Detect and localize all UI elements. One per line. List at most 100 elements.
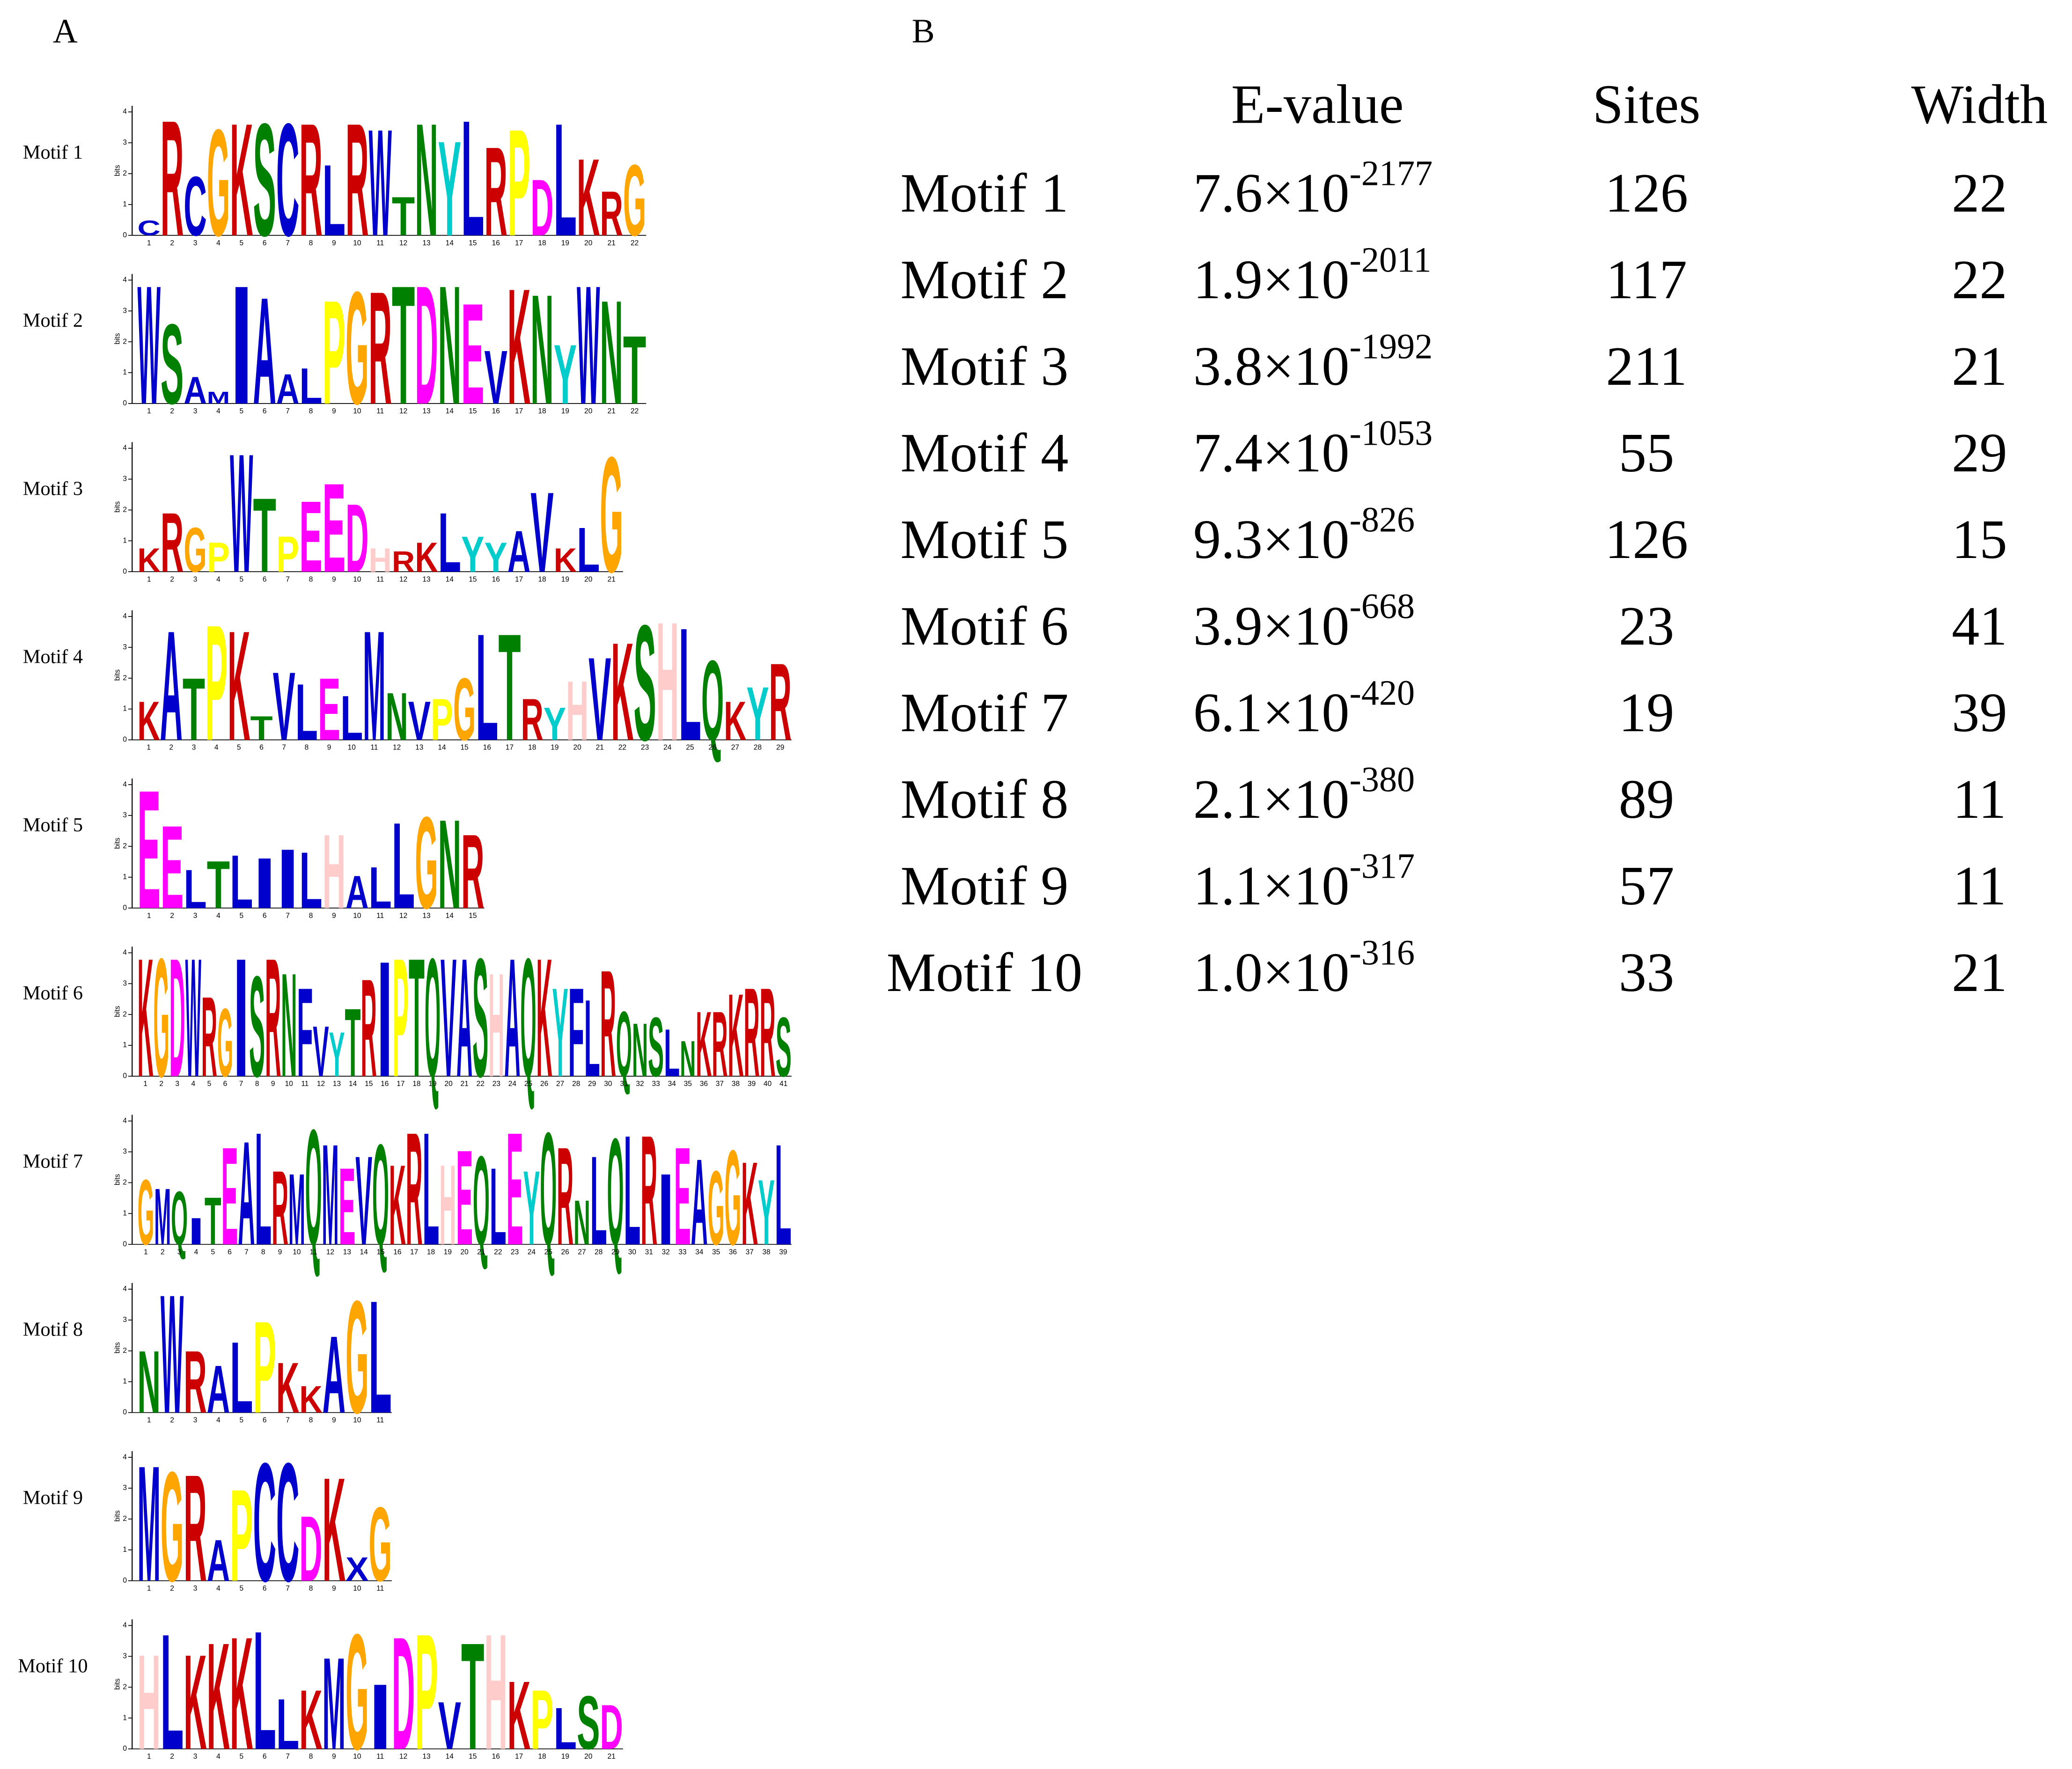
logo-letter: R bbox=[760, 962, 776, 1103]
logo-letter: K bbox=[724, 690, 746, 752]
position-label: 19 bbox=[561, 1753, 569, 1761]
logo-letter: V bbox=[408, 690, 431, 752]
y-tick-label: 2 bbox=[123, 169, 127, 177]
logo-letter: R bbox=[640, 1103, 657, 1277]
sites: 33 bbox=[1619, 941, 1675, 1003]
logo-letter: N bbox=[680, 1030, 696, 1087]
logo-letter: S bbox=[634, 590, 656, 775]
motif-name: Motif 10 bbox=[887, 941, 1082, 1003]
position-label: 3 bbox=[193, 1585, 198, 1593]
position-label: 9 bbox=[332, 575, 336, 583]
logo-letter: E bbox=[318, 660, 340, 759]
position-label: 4 bbox=[216, 1753, 220, 1761]
position-label: 8 bbox=[309, 239, 313, 247]
e-value-mantissa: 7.6×10 bbox=[1193, 162, 1350, 224]
logo-letter: E bbox=[461, 274, 484, 435]
logo-letter: P bbox=[431, 687, 453, 753]
position-label: 1 bbox=[143, 1080, 147, 1088]
logo-letter: P bbox=[323, 270, 345, 435]
y-tick-label: 4 bbox=[123, 1622, 127, 1630]
position-label: 17 bbox=[410, 1248, 418, 1256]
logo-letter: V bbox=[355, 1130, 372, 1272]
position-label: 18 bbox=[412, 1080, 420, 1088]
position-label: 11 bbox=[310, 1248, 317, 1256]
position-label: 5 bbox=[237, 744, 241, 752]
y-tick-label: 4 bbox=[123, 444, 127, 452]
e-value: 6.1×10-420 bbox=[1193, 673, 1415, 743]
position-label: 6 bbox=[263, 1753, 267, 1761]
logo-letter: M bbox=[138, 1431, 161, 1616]
logo-letter: Y bbox=[523, 1149, 540, 1267]
logo-letter: A bbox=[238, 1110, 255, 1276]
position-label: 8 bbox=[309, 1417, 313, 1424]
logo-letter: V bbox=[438, 1688, 461, 1763]
position-label: 24 bbox=[508, 1080, 517, 1088]
logo-letter: Q bbox=[473, 1130, 490, 1272]
logo-letter: L bbox=[299, 358, 322, 415]
position-label: 28 bbox=[754, 744, 762, 752]
position-label: 6 bbox=[263, 1585, 267, 1593]
position-label: 2 bbox=[170, 1417, 174, 1424]
position-label: 14 bbox=[438, 744, 446, 752]
logo-letter: T bbox=[498, 602, 521, 772]
position-label: 6 bbox=[263, 912, 267, 920]
position-label: 21 bbox=[608, 1753, 616, 1761]
y-tick-label: 2 bbox=[123, 338, 127, 345]
logo-letter: L bbox=[276, 1684, 299, 1765]
position-label: 11 bbox=[376, 575, 384, 583]
logo-letter: K bbox=[138, 541, 161, 579]
position-label: 13 bbox=[422, 407, 430, 415]
logo-letter: N bbox=[573, 1187, 590, 1258]
position-label: 3 bbox=[193, 1753, 198, 1761]
logo-letter: G bbox=[161, 1439, 184, 1615]
position-label: 32 bbox=[661, 1248, 669, 1256]
logo-letter: R bbox=[184, 1443, 206, 1613]
logo-letter: L bbox=[423, 1100, 440, 1279]
logo-letter: W bbox=[138, 250, 161, 440]
logo-letter: R bbox=[161, 495, 184, 589]
sites: 55 bbox=[1619, 422, 1675, 484]
logo-letter: L bbox=[438, 495, 461, 589]
logo-letter: R bbox=[201, 974, 217, 1101]
logo-letter: V bbox=[313, 1012, 329, 1092]
logo-letter: D bbox=[415, 250, 438, 440]
logo-letter: I bbox=[377, 927, 393, 1112]
position-label: 5 bbox=[240, 239, 244, 247]
position-label: 14 bbox=[446, 575, 454, 583]
position-label: 7 bbox=[286, 1585, 290, 1593]
position-label: 34 bbox=[668, 1080, 676, 1088]
position-label: 21 bbox=[596, 744, 604, 752]
position-label: 35 bbox=[712, 1248, 720, 1256]
logo-letter: P bbox=[530, 1672, 553, 1767]
logo-letter: Y bbox=[461, 526, 484, 583]
logo-letter: G bbox=[623, 144, 646, 257]
logo-letter: R bbox=[712, 992, 727, 1096]
logo-letter: L bbox=[161, 1600, 184, 1769]
logo-letter: N bbox=[386, 679, 408, 755]
position-label: 38 bbox=[762, 1248, 770, 1256]
position-label: 3 bbox=[193, 575, 198, 583]
position-label: 18 bbox=[538, 407, 546, 415]
logo-letter: C bbox=[276, 90, 299, 270]
e-value-mantissa: 1.0×10 bbox=[1193, 941, 1350, 1003]
logo-letter: V bbox=[530, 469, 553, 596]
logo-letter: G bbox=[207, 97, 230, 268]
e-value: 3.9×10-668 bbox=[1193, 587, 1415, 657]
logo-letter: Y bbox=[552, 962, 568, 1103]
position-label: 8 bbox=[255, 1080, 259, 1088]
position-label: 23 bbox=[641, 744, 649, 752]
position-label: 31 bbox=[620, 1080, 628, 1088]
y-tick-label: 0 bbox=[123, 1240, 127, 1248]
logo-letter: C bbox=[253, 1428, 276, 1617]
position-label: 16 bbox=[492, 1753, 500, 1761]
logo-letter: I bbox=[188, 1211, 205, 1253]
position-label: 16 bbox=[492, 239, 500, 247]
position-label: 5 bbox=[240, 575, 244, 583]
logo-letter: H bbox=[656, 587, 679, 776]
logo-letter: K bbox=[696, 992, 712, 1096]
position-label: 28 bbox=[595, 1248, 602, 1256]
logo-letter: V bbox=[273, 652, 295, 761]
position-label: 17 bbox=[515, 1753, 523, 1761]
logo-letter: K bbox=[507, 1661, 530, 1769]
